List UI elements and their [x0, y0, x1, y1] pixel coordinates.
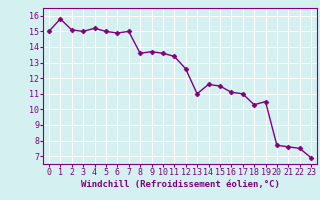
X-axis label: Windchill (Refroidissement éolien,°C): Windchill (Refroidissement éolien,°C)	[81, 180, 279, 189]
